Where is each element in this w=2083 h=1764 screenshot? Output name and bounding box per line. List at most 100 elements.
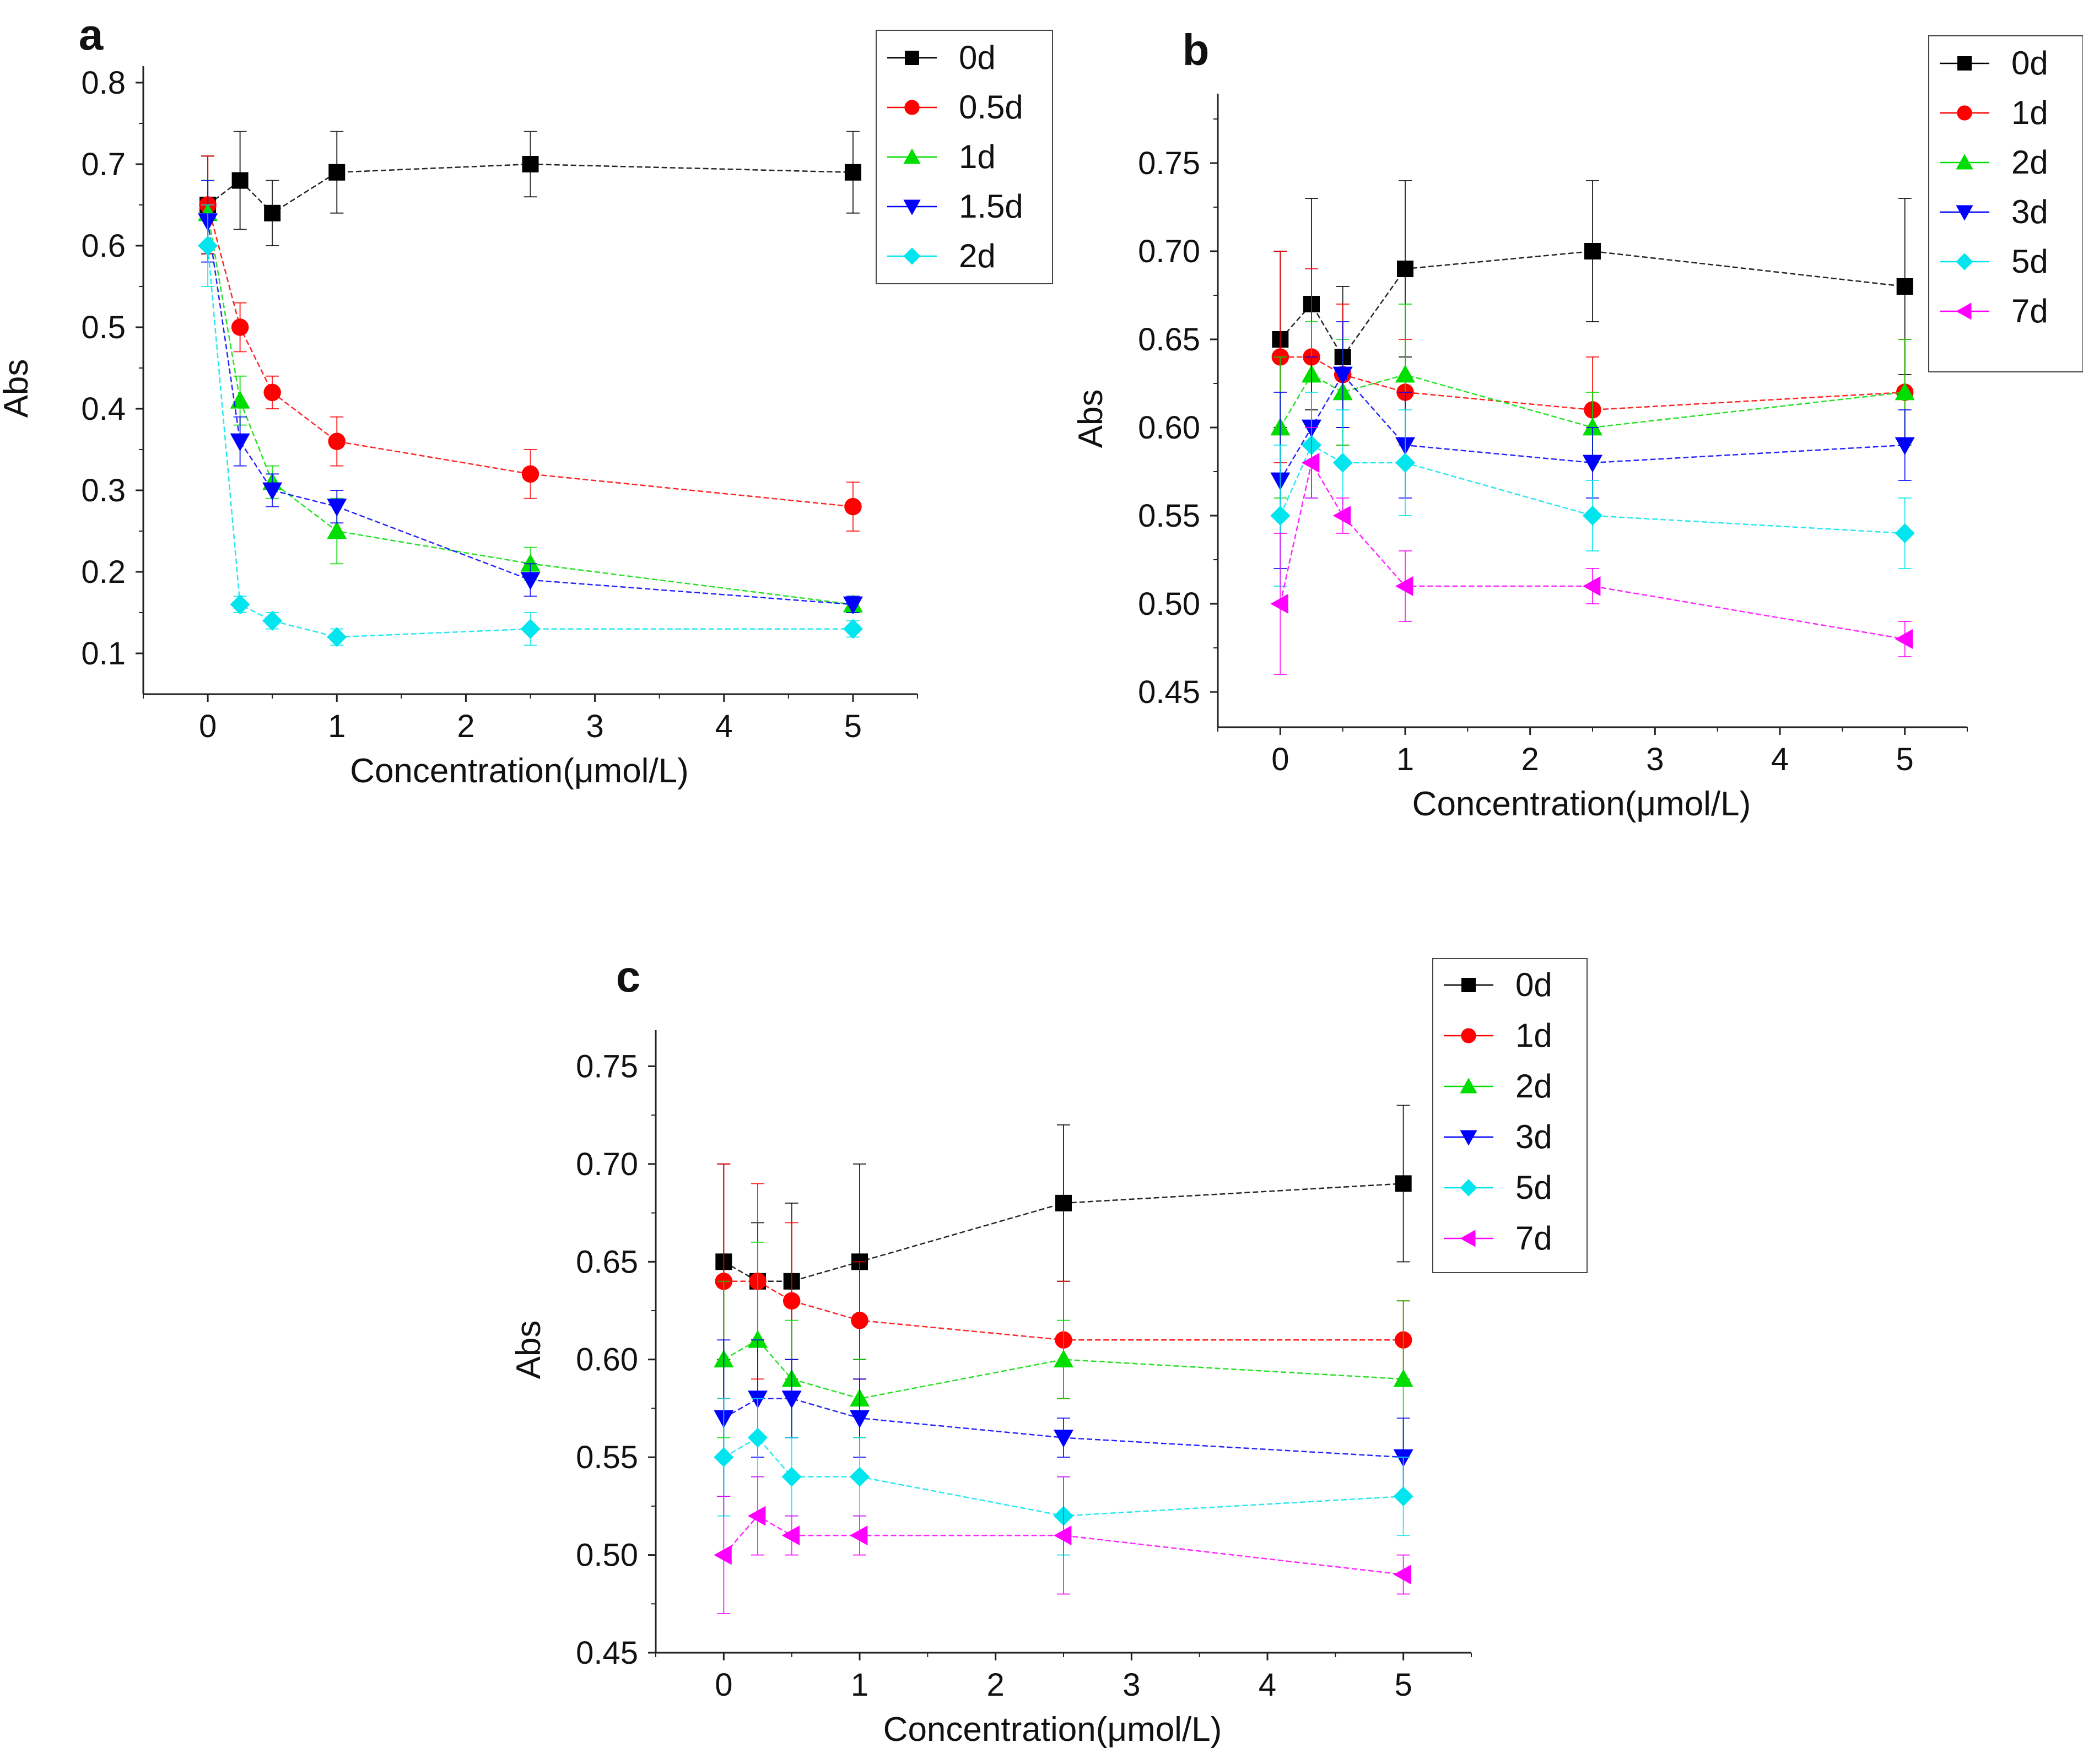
x-tick-label: 4 (1259, 1667, 1276, 1703)
y-tick-label: 0.65 (576, 1244, 638, 1280)
data-point (230, 594, 250, 615)
series-line (723, 1437, 1404, 1517)
data-point (1270, 506, 1291, 526)
data-point (262, 482, 283, 500)
x-tick-label: 3 (1123, 1667, 1140, 1703)
legend-marker (1460, 1078, 1477, 1094)
data-point (851, 1312, 868, 1329)
x-tick-label: 1 (1396, 742, 1414, 777)
data-point (850, 1467, 870, 1487)
data-point (1393, 1486, 1413, 1507)
legend-marker (904, 100, 920, 115)
data-point (714, 1447, 734, 1468)
legend-box (1432, 958, 1588, 1273)
chart-panel-b: b 0.45 0.50 0.55 0.60 0.65 0.70 0.75 0 1 2 3 4 5 Conce… (1072, 25, 2083, 823)
y-tick-label: 0.2 (81, 554, 126, 590)
y-tick-label: 0.60 (1138, 410, 1200, 446)
legend-marker (903, 247, 921, 265)
data-point (1332, 506, 1351, 526)
y-tick-label: 0.70 (1138, 234, 1200, 269)
series-5d (714, 1398, 1413, 1556)
y-tick-label: 0.8 (81, 65, 126, 101)
legend-marker (1957, 56, 1972, 71)
legend-marker (905, 51, 919, 65)
y-tick-label: 0.75 (576, 1048, 638, 1084)
series-line (723, 1339, 1404, 1399)
legend-label: 2d (959, 237, 996, 274)
data-point (1395, 365, 1415, 383)
data-point (1583, 418, 1602, 436)
x-tick-label: 0 (199, 708, 217, 744)
data-point (264, 204, 281, 221)
legend-label: 1d (1515, 1017, 1552, 1054)
data-point (844, 497, 862, 516)
data-point (850, 1525, 868, 1546)
data-point (327, 499, 347, 517)
legend-label: 1.5d (959, 188, 1023, 225)
legend-label: 0d (1515, 966, 1552, 1003)
data-point (1895, 629, 1913, 649)
legend-marker (1956, 253, 1973, 270)
y-tick-label: 0.70 (576, 1146, 638, 1182)
y-tick-label: 0.55 (576, 1440, 638, 1475)
legend-label: 7d (1515, 1220, 1552, 1257)
legend-marker (1460, 1230, 1476, 1247)
data-point (1393, 1565, 1412, 1585)
data-point (1583, 576, 1601, 596)
data-point (522, 156, 539, 172)
panel-letter: a (79, 10, 104, 59)
data-point (1584, 243, 1601, 259)
y-tick-label: 0.6 (81, 228, 126, 264)
legend-label: 2d (1515, 1068, 1552, 1105)
x-tick-label: 0 (1271, 742, 1289, 777)
data-point (230, 433, 250, 452)
data-point (521, 465, 539, 483)
data-point (1270, 594, 1288, 614)
legend-marker (1460, 1130, 1477, 1146)
legend: 0d 0.5d 1d 1.5d 2d (876, 30, 1053, 284)
legend-label: 0d (2011, 45, 2048, 82)
legend-label: 5d (1515, 1169, 1552, 1206)
data-point (231, 318, 249, 336)
legend: 0d 1d 2d 3d 5d 7d (1432, 958, 1588, 1273)
data-point (520, 619, 541, 639)
data-point (1583, 454, 1602, 473)
legend-label: 0d (959, 39, 996, 76)
series-line (723, 1398, 1404, 1458)
data-point (1054, 1349, 1073, 1368)
series-line (207, 221, 854, 605)
legend-marker (1461, 1028, 1476, 1043)
legend-marker (1956, 154, 1973, 170)
y-tick-label: 0.55 (1138, 498, 1200, 534)
series-2d (1270, 304, 1915, 499)
legend-label: 3d (2011, 193, 2048, 230)
x-tick-label: 3 (586, 708, 603, 744)
series-line (723, 1183, 1404, 1283)
legend-marker (1461, 978, 1476, 992)
legend-label: 1d (2011, 94, 2048, 131)
series-line (207, 204, 854, 507)
y-tick-label: 0.50 (1138, 586, 1200, 622)
data-point (1395, 1175, 1412, 1192)
data-point (520, 572, 541, 590)
data-point (1055, 1194, 1072, 1211)
y-tick-label: 0.50 (576, 1538, 638, 1573)
chart-panel-c: c 0.45 0.50 0.55 0.60 0.65 0.70 0.75 0 1 2 3 4 5 Conce… (510, 952, 1588, 1749)
y-tick-label: 0.60 (576, 1342, 638, 1378)
x-tick-label: 5 (1395, 1667, 1412, 1703)
x-tick-label: 2 (987, 1667, 1005, 1703)
legend-label: 1d (959, 138, 996, 175)
legend-box (1928, 35, 2083, 372)
y-tick-label: 0.75 (1138, 145, 1200, 181)
panel-letter: b (1183, 25, 1210, 74)
data-point (231, 172, 249, 189)
data-point (1395, 453, 1415, 473)
x-tick-label: 5 (1896, 742, 1914, 777)
y-tick-label: 0.45 (576, 1635, 638, 1671)
legend-label: 3d (1515, 1118, 1552, 1155)
x-tick-label: 1 (328, 708, 346, 744)
legend-label: 0.5d (959, 89, 1023, 126)
data-point (1332, 453, 1353, 473)
legend-marker (903, 148, 921, 164)
